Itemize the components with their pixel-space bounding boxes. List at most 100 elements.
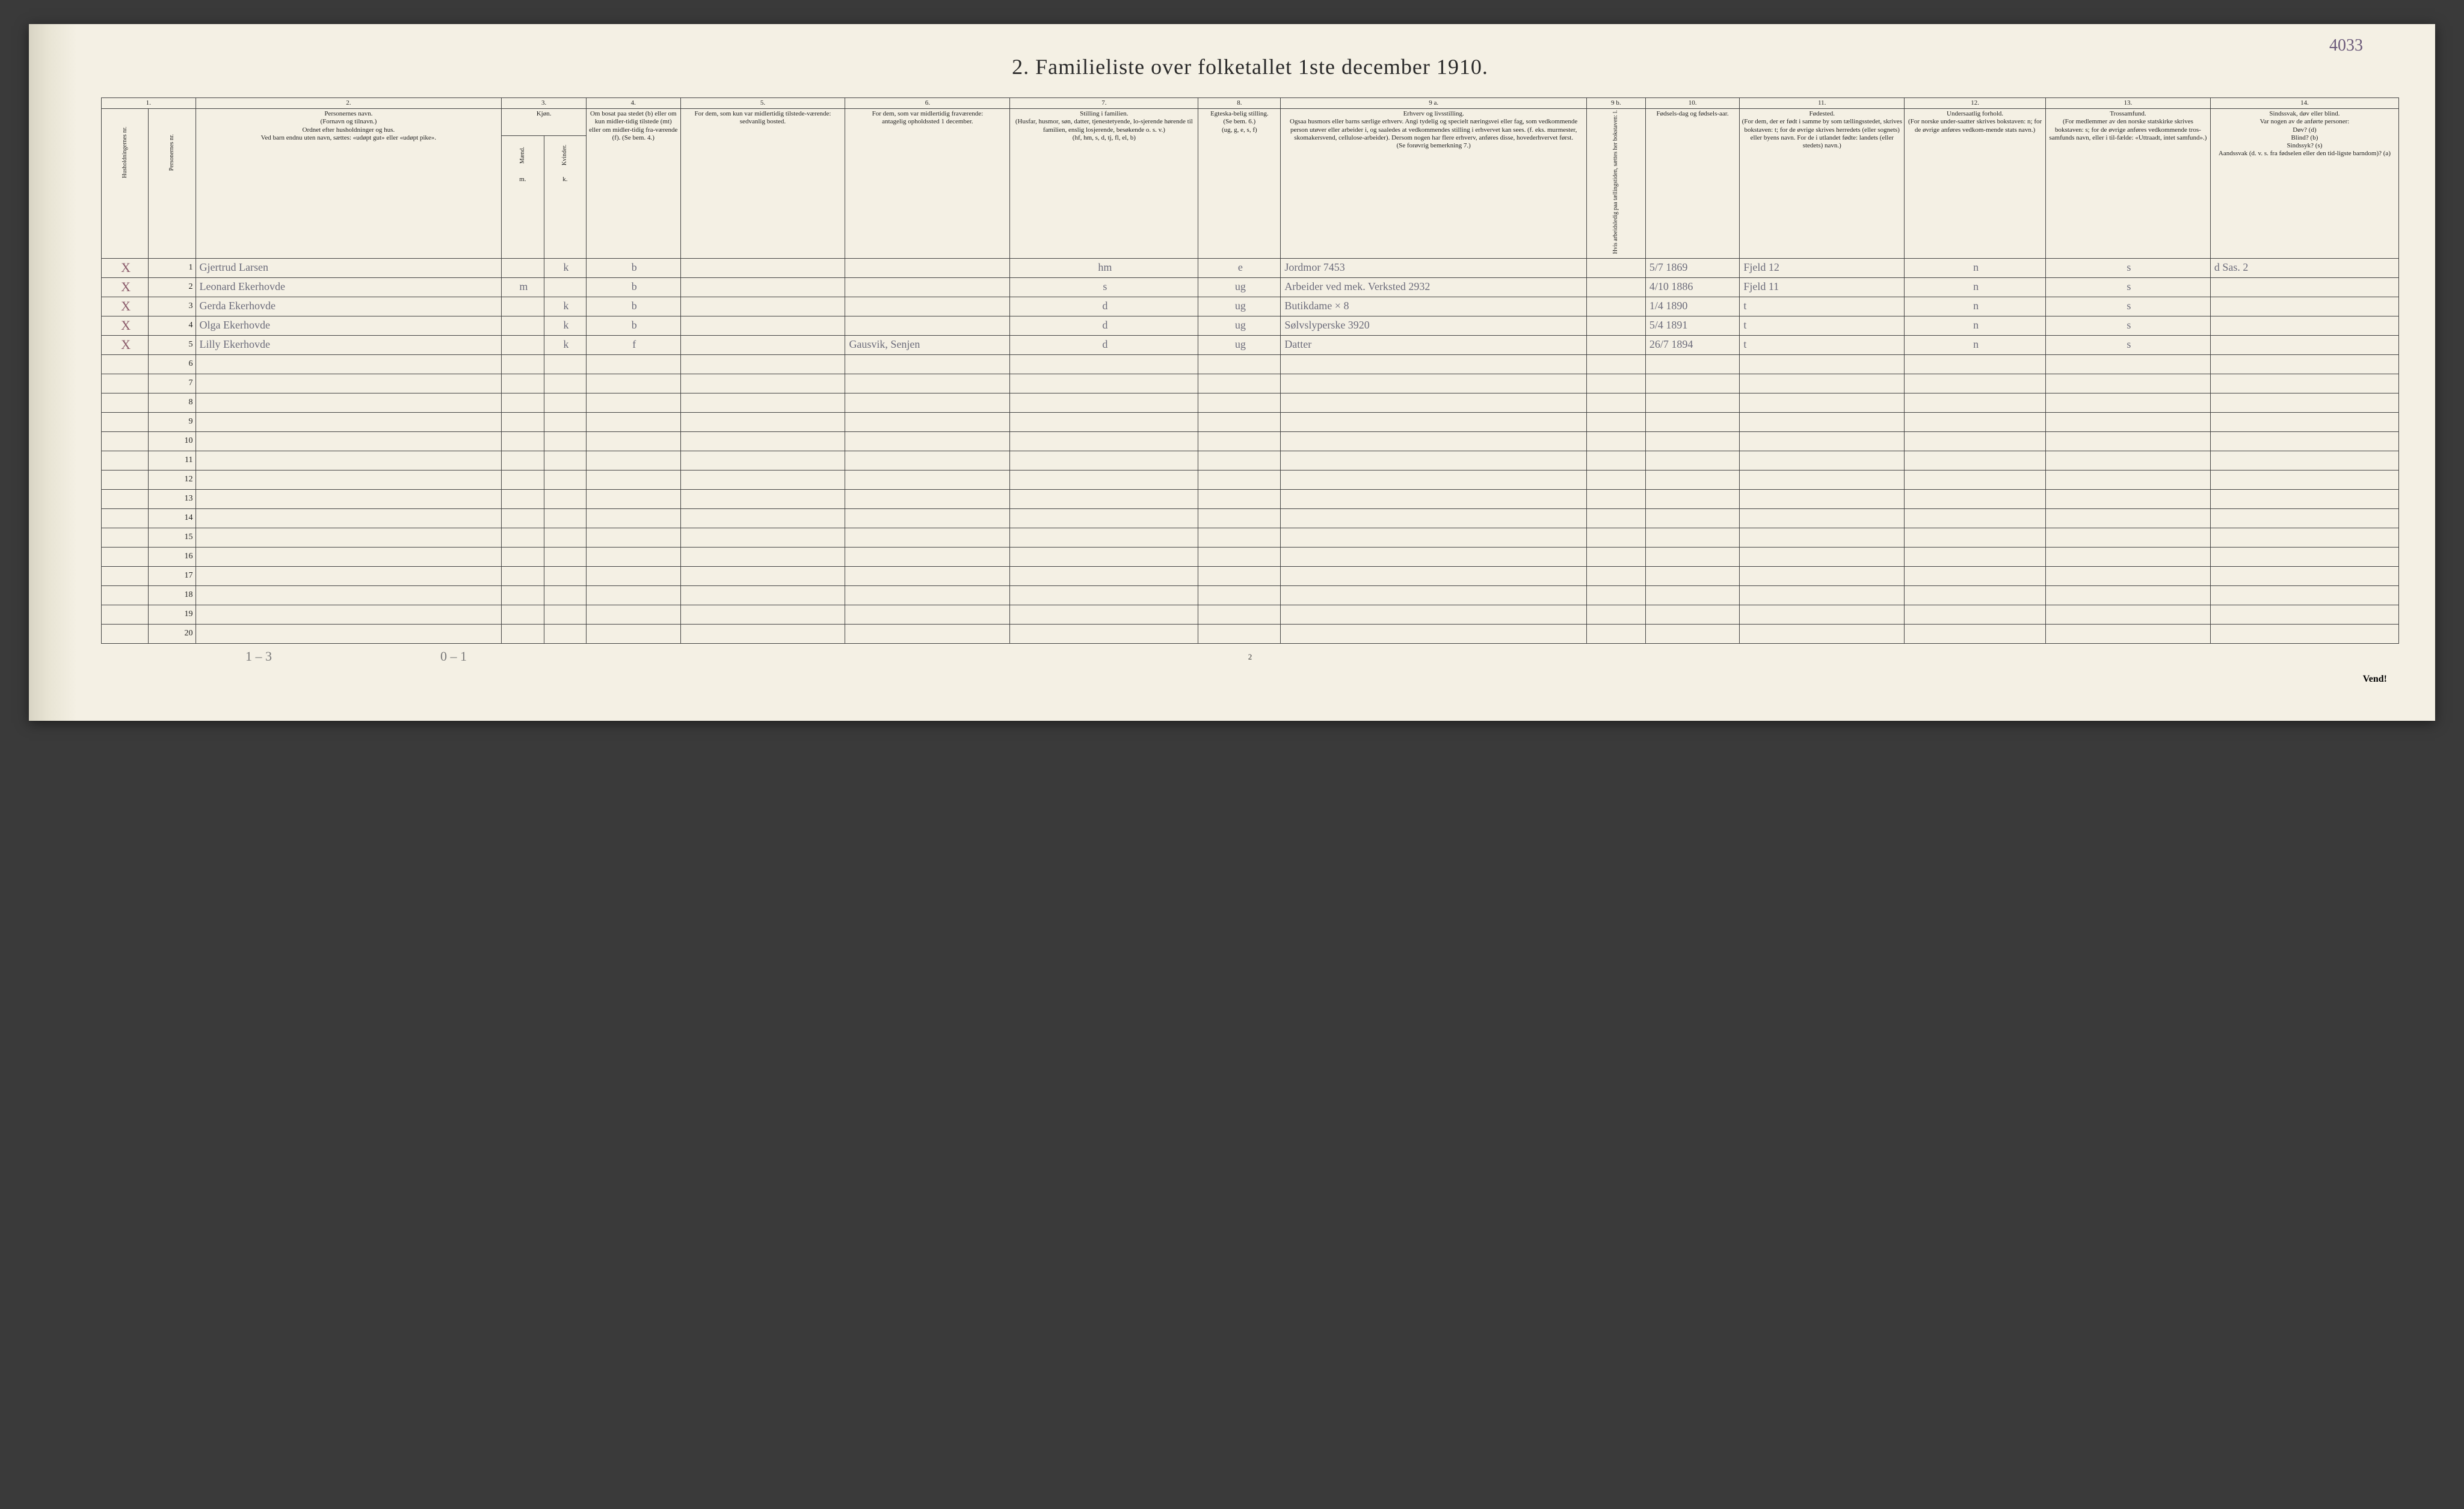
cell-empty bbox=[196, 547, 502, 566]
cell-trossamfund: s bbox=[2045, 297, 2210, 316]
hdr-familie: Stilling i familien. (Husfar, husmor, sø… bbox=[1010, 109, 1198, 258]
cell-empty bbox=[2210, 393, 2398, 412]
cell-empty bbox=[1905, 508, 2046, 528]
colnum-3: 3. bbox=[502, 98, 587, 109]
cell-empty bbox=[2045, 585, 2210, 605]
cell-empty bbox=[1281, 393, 1587, 412]
cell-empty bbox=[1281, 412, 1587, 431]
cell-empty bbox=[1198, 431, 1281, 451]
cell-empty bbox=[544, 393, 586, 412]
cell-empty bbox=[1198, 508, 1281, 528]
cell-empty bbox=[196, 451, 502, 470]
table-row: 17 bbox=[102, 566, 2399, 585]
cell-empty bbox=[587, 431, 681, 451]
colnum-7: 7. bbox=[1010, 98, 1198, 109]
colnum-4: 4. bbox=[587, 98, 681, 109]
cell-empty bbox=[2210, 605, 2398, 624]
cell-empty bbox=[1587, 354, 1646, 374]
cell-empty bbox=[2045, 528, 2210, 547]
cell-empty bbox=[1587, 451, 1646, 470]
cell-empty bbox=[1587, 470, 1646, 489]
cell-empty bbox=[1587, 508, 1646, 528]
table-row: 10 bbox=[102, 431, 2399, 451]
cell-empty bbox=[1587, 412, 1646, 431]
cell-empty bbox=[845, 489, 1010, 508]
cell-empty bbox=[1198, 393, 1281, 412]
census-table: 1. 2. 3. 4. 5. 6. 7. 8. 9 a. 9 b. 10. 11… bbox=[101, 97, 2399, 644]
cell-empty bbox=[544, 489, 586, 508]
cell-empty bbox=[1010, 431, 1198, 451]
cell-name: Leonard Ekerhovde bbox=[196, 277, 502, 297]
cell-empty bbox=[680, 374, 845, 393]
cell-fravaerende bbox=[845, 316, 1010, 335]
hdr-fravaerende: For dem, som var midlertidig fraværende:… bbox=[845, 109, 1010, 258]
row-mark bbox=[102, 605, 149, 624]
row-number: 14 bbox=[149, 508, 196, 528]
cell-empty bbox=[845, 451, 1010, 470]
cell-empty bbox=[196, 470, 502, 489]
row-mark bbox=[102, 547, 149, 566]
cell-empty bbox=[680, 489, 845, 508]
row-mark bbox=[102, 585, 149, 605]
cell-undersaat: n bbox=[1905, 316, 2046, 335]
cell-sindssvak bbox=[2210, 297, 2398, 316]
cell-empty bbox=[587, 605, 681, 624]
cell-bosat: b bbox=[587, 258, 681, 277]
row-mark bbox=[102, 412, 149, 431]
row-number: 9 bbox=[149, 412, 196, 431]
table-row: X3Gerda EkerhovdekbdugButikdame × 81/4 1… bbox=[102, 297, 2399, 316]
cell-empty bbox=[1740, 585, 1905, 605]
cell-empty bbox=[1010, 470, 1198, 489]
cell-empty bbox=[2045, 412, 2210, 431]
cell-empty bbox=[1198, 374, 1281, 393]
cell-empty bbox=[845, 547, 1010, 566]
colnum-5: 5. bbox=[680, 98, 845, 109]
cell-empty bbox=[1905, 412, 2046, 431]
cell-empty bbox=[587, 547, 681, 566]
cell-empty bbox=[1740, 566, 1905, 585]
cell-fodested: t bbox=[1740, 297, 1905, 316]
cell-empty bbox=[1740, 374, 1905, 393]
cell-empty bbox=[1740, 508, 1905, 528]
hdr-kvinder: Kvinder.k. bbox=[544, 136, 586, 258]
cell-tilstede bbox=[680, 316, 845, 335]
cell-empty bbox=[2045, 605, 2210, 624]
cell-empty bbox=[502, 508, 544, 528]
cell-empty bbox=[544, 374, 586, 393]
cell-fravaerende bbox=[845, 277, 1010, 297]
row-number: 4 bbox=[149, 316, 196, 335]
cell-empty bbox=[1587, 547, 1646, 566]
cell-empty bbox=[2210, 508, 2398, 528]
cell-empty bbox=[2045, 489, 2210, 508]
page-number-annotation: 4033 bbox=[2329, 36, 2363, 55]
colnum-10: 10. bbox=[1645, 98, 1740, 109]
cell-empty bbox=[1281, 528, 1587, 547]
cell-empty bbox=[196, 374, 502, 393]
cell-empty bbox=[1281, 508, 1587, 528]
cell-empty bbox=[680, 566, 845, 585]
cell-familie: d bbox=[1010, 316, 1198, 335]
cell-empty bbox=[1198, 547, 1281, 566]
cell-empty bbox=[502, 605, 544, 624]
cell-trossamfund: s bbox=[2045, 277, 2210, 297]
hdr-arbeidsledig: Hvis arbeidsledig paa tællingstiden, sæt… bbox=[1587, 109, 1646, 258]
cell-erhverv: Datter bbox=[1281, 335, 1587, 354]
column-number-row: 1. 2. 3. 4. 5. 6. 7. 8. 9 a. 9 b. 10. 11… bbox=[102, 98, 2399, 109]
cell-empty bbox=[680, 393, 845, 412]
cell-empty bbox=[1587, 624, 1646, 643]
cell-bosat: b bbox=[587, 277, 681, 297]
header-row: Husholdningernes nr. Personernes nr. Per… bbox=[102, 109, 2399, 136]
cell-empty bbox=[1905, 605, 2046, 624]
row-number: 3 bbox=[149, 297, 196, 316]
row-mark: X bbox=[102, 297, 149, 316]
cell-female: k bbox=[544, 258, 586, 277]
cell-empty bbox=[2210, 489, 2398, 508]
cell-egteskab: ug bbox=[1198, 335, 1281, 354]
table-row: 18 bbox=[102, 585, 2399, 605]
cell-empty bbox=[1645, 508, 1740, 528]
cell-empty bbox=[1281, 374, 1587, 393]
cell-empty bbox=[680, 528, 845, 547]
cell-empty bbox=[2045, 470, 2210, 489]
cell-empty bbox=[544, 585, 586, 605]
cell-empty bbox=[587, 393, 681, 412]
